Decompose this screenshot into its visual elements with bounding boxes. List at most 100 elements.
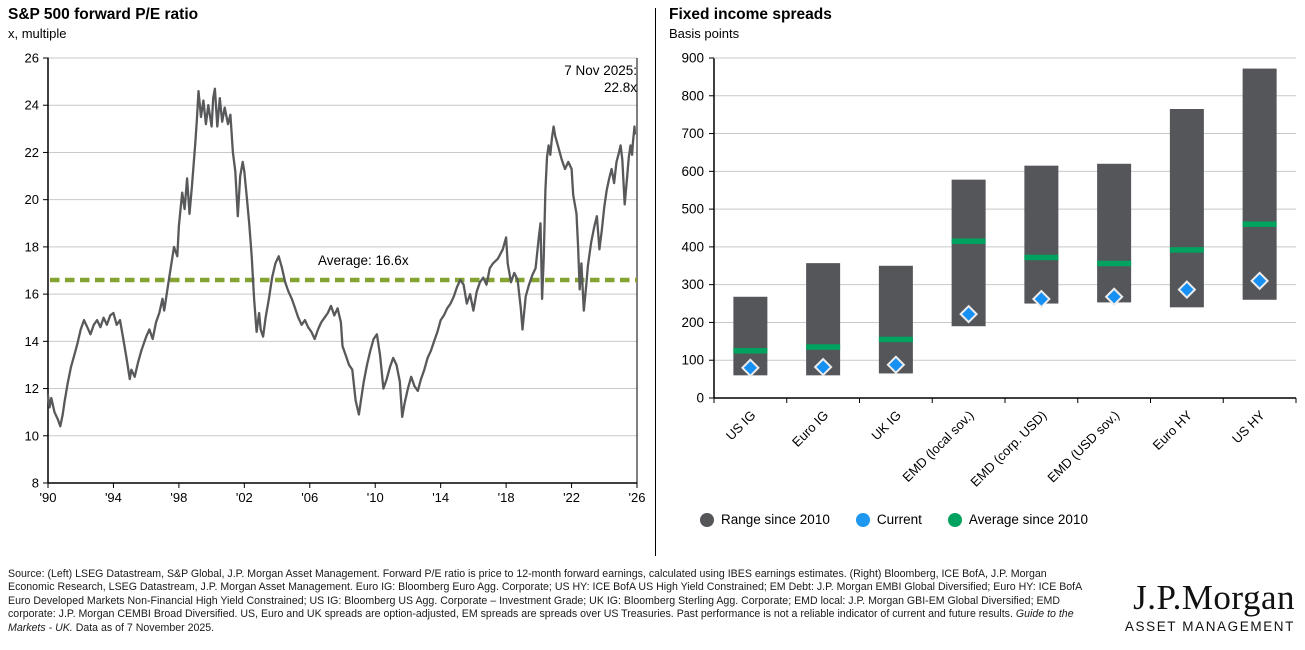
svg-text:'18: '18 [498,490,515,505]
svg-text:'22: '22 [563,490,580,505]
range-bars [733,68,1277,376]
average-line-label: Average: 16.6x [318,253,409,268]
current-marker-diamond [1250,271,1270,291]
pe-x-tick-labels: '90 '94 '98 '02 '06 '10 '14 '18 '22 '26 [40,490,646,505]
svg-text:EMD (local sov.): EMD (local sov.) [899,408,976,485]
svg-text:'14: '14 [432,490,449,505]
range-bar [1169,109,1204,308]
spreads-chart-legend: Range since 2010 Current Average since 201… [700,512,1088,527]
jpmorgan-logo: J.P.Morgan ASSET MANAGEMENT [1124,578,1295,635]
svg-text:200: 200 [681,315,704,330]
range-bar [1024,165,1059,304]
svg-text:'06: '06 [301,490,318,505]
svg-text:800: 800 [681,88,704,103]
panel-divider-line [655,8,656,556]
svg-text:EMD (USD sov.): EMD (USD sov.) [1044,408,1122,486]
svg-text:UK IG: UK IG [868,408,904,444]
legend-item-range-since-2010: Range since 2010 [700,512,830,527]
legend-item-average-since-2010: Average since 2010 [947,512,1088,527]
left-chart-title: S&P 500 forward P/E ratio [8,6,199,23]
svg-text:Euro IG: Euro IG [789,408,831,450]
average-marker [878,336,913,343]
svg-text:16: 16 [25,287,39,302]
svg-text:12: 12 [25,381,39,396]
svg-text:22: 22 [25,145,39,160]
svg-text:'10: '10 [367,490,384,505]
svg-text:US HY: US HY [1229,407,1268,446]
svg-text:26: 26 [25,51,39,66]
legend-swatch-circle [700,512,714,527]
svg-text:Euro HY: Euro HY [1150,407,1196,453]
current-marker-diamond [740,358,760,378]
svg-text:10: 10 [25,428,39,443]
legend-swatch-circle [855,512,870,527]
current-marker-diamond [886,355,906,375]
latest-value-number: 22.8x [603,80,637,95]
svg-text:20: 20 [25,192,39,207]
average-marker [1097,260,1132,267]
pe-ratio-series-line [46,87,637,428]
range-bar [951,179,986,327]
legend-label: Range since 2010 [721,512,830,527]
asset-management-label: ASSET MANAGEMENT [1124,619,1295,634]
average-marker [1024,254,1059,261]
source-text: Source: (Left) LSEG Datastream, S&P Glob… [8,568,1082,621]
spreads-gridlines [709,57,1297,403]
svg-text:14: 14 [25,334,39,349]
range-bar [1097,163,1132,303]
average-marker [951,238,986,244]
left-chart-unit-label: x, multiple [8,26,67,41]
average-marker [733,348,768,354]
current-marker-diamond [813,357,833,377]
svg-text:500: 500 [681,202,704,217]
legend-label: Average since 2010 [968,512,1088,527]
current-diamond-markers [740,271,1270,378]
svg-text:24: 24 [25,98,39,113]
svg-text:300: 300 [681,277,704,292]
range-bar [806,263,841,376]
average-markers [733,221,1277,354]
svg-text:8: 8 [32,476,39,491]
current-marker-diamond [959,304,979,324]
svg-text:'02: '02 [236,490,253,505]
svg-text:400: 400 [681,239,704,254]
svg-text:'26: '26 [629,490,646,505]
legend-item-current: Current [855,512,922,527]
jpmorgan-brand-wordmark: J.P.Morgan [1133,578,1295,617]
current-marker-diamond [1177,280,1197,299]
spreads-y-tick-labels: 0 100 200 300 400 500 600 700 800 900 [681,51,704,406]
svg-text:0: 0 [696,391,704,406]
average-marker [806,344,841,350]
average-marker [1242,221,1277,227]
latest-value-annotation: 7 Nov 2025: 22.8x [564,62,637,96]
right-chart-title: Fixed income spreads [669,6,832,23]
svg-text:'94: '94 [105,490,122,505]
pe-axes [47,57,638,484]
legend-swatch-circle [947,512,962,527]
publication-name: Guide to the Markets - UK. [8,608,1074,634]
latest-value-date: 7 Nov 2025: [564,63,637,78]
svg-text:600: 600 [681,164,704,179]
pe-ratio-line-chart: 8 10 12 14 16 18 20 22 24 26 '90 '94 '98 '02 '06 '10 '14… [25,51,646,506]
pe-y-tick-labels: 8 10 12 14 16 18 20 22 24 26 [25,51,39,491]
svg-text:18: 18 [25,239,39,254]
svg-text:100: 100 [681,353,704,368]
svg-text:'90: '90 [40,490,57,505]
svg-text:700: 700 [681,126,704,141]
right-chart-unit-label: Basis points [669,26,740,41]
data-as-of-text: Data as of 7 November 2025. [72,621,215,634]
svg-text:EMD (corp. USD): EMD (corp. USD) [967,408,1049,490]
current-marker-diamond [1104,287,1124,307]
fixed-income-spreads-bar-chart: 0 100 200 300 400 500 600 700 800 900 US IG Euro IG… [681,51,1297,490]
svg-text:900: 900 [681,51,704,66]
source-footnote: Source: (Left) LSEG Datastream, S&P Glob… [8,568,1094,635]
range-bar [1242,68,1277,300]
average-marker [1169,247,1204,253]
legend-label: Current [876,512,922,527]
spreads-axes [713,57,1296,399]
pe-gridlines [43,57,638,488]
svg-text:US IG: US IG [723,408,759,444]
svg-text:'98: '98 [170,490,187,505]
